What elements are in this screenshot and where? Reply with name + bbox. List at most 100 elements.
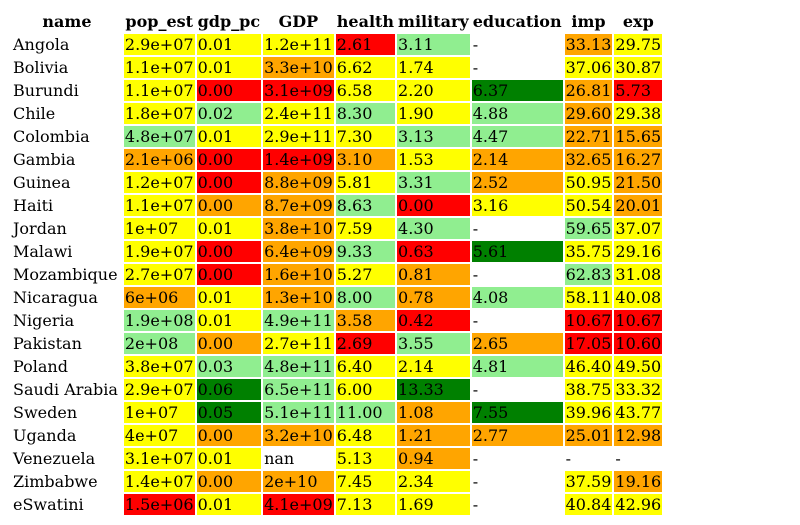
cell-gdp-pc: 0.03 <box>196 356 262 377</box>
data-table-container: name pop_est gdp_pc GDP health military educat… <box>10 9 664 517</box>
cell-military: 2.20 <box>397 80 470 101</box>
cell-health: 9.33 <box>335 241 396 262</box>
cell-military: 1.21 <box>397 425 470 446</box>
cell-health: 7.30 <box>335 126 396 147</box>
cell-gdp: 1.3e+10 <box>263 287 334 308</box>
column-header-name: name <box>42 12 92 31</box>
row-label: Angola <box>13 35 70 54</box>
cell-pop-est: 2.9e+07 <box>123 379 195 400</box>
cell-imp: 22.71 <box>564 126 613 147</box>
cell-gdp: 1.4e+09 <box>263 149 334 170</box>
cell-gdp: 2.7e+11 <box>263 333 334 354</box>
cell-gdp: 4.8e+11 <box>263 356 334 377</box>
cell-gdp-pc: 0.05 <box>196 402 262 423</box>
table-row: Bolivia 1.1e+07 0.01 3.3e+10 6.62 1.74- 37.06 3… <box>12 57 663 78</box>
cell-education: 4.81 <box>471 356 563 377</box>
cell-pop-est: 1.5e+06 <box>123 494 195 515</box>
cell-gdp-pc: 0.00 <box>196 149 262 170</box>
cell-health: 6.62 <box>335 57 396 78</box>
cell-exp: 42.96 <box>614 494 663 515</box>
cell-exp: 12.98 <box>614 425 663 446</box>
table-row: Colombia 4.8e+07 0.01 2.9e+11 7.30 3.13 4.47 22… <box>12 126 663 147</box>
cell-exp: 5.73 <box>614 80 663 101</box>
cell-health: 6.00 <box>335 379 396 400</box>
cell-health: 2.69 <box>335 333 396 354</box>
column-header-education: education <box>472 12 562 31</box>
row-label: Uganda <box>13 426 77 445</box>
cell-gdp-pc: 0.01 <box>196 126 262 147</box>
cell-pop-est: 4.8e+07 <box>123 126 195 147</box>
row-label: Venezuela <box>13 449 96 468</box>
cell-exp: 37.07 <box>614 218 663 239</box>
cell-military: 13.33 <box>397 379 470 400</box>
cell-exp: 29.16 <box>614 241 663 262</box>
cell-education: - <box>472 219 479 238</box>
cell-education: 2.65 <box>471 333 563 354</box>
table-row: Chile 1.8e+07 0.02 2.4e+11 8.30 1.90 4.88 29.60… <box>12 103 663 124</box>
table-row: Nigeria 1.9e+08 0.01 4.9e+11 3.58 0.42- 10.67 1… <box>12 310 663 331</box>
table-row: Angola 2.9e+07 0.01 1.2e+11 2.61 3.11- 33.13 29… <box>12 34 663 55</box>
cell-education: - <box>472 495 479 514</box>
table-row: Gambia 2.1e+06 0.00 1.4e+09 3.10 1.53 2.14 32.6… <box>12 149 663 170</box>
cell-health: 7.59 <box>335 218 396 239</box>
cell-health: 7.45 <box>335 471 396 492</box>
table-header: name pop_est gdp_pc GDP health military educat… <box>12 11 662 32</box>
cell-military: 0.78 <box>397 287 470 308</box>
cell-education: 7.55 <box>471 402 563 423</box>
cell-imp: - <box>565 449 571 468</box>
cell-education: - <box>472 449 479 468</box>
cell-gdp-pc: 0.01 <box>196 218 262 239</box>
row-label: Saudi Arabia <box>13 380 118 399</box>
cell-gdp: 3.1e+09 <box>263 80 334 101</box>
table-row: Malawi 1.9e+07 0.00 6.4e+09 9.33 0.63 5.61 35.7… <box>12 241 663 262</box>
cell-gdp-pc: 0.01 <box>196 57 262 78</box>
cell-pop-est: 4e+07 <box>123 425 195 446</box>
cell-military: 0.63 <box>397 241 470 262</box>
row-label: Bolivia <box>13 58 69 77</box>
cell-health: 8.00 <box>335 287 396 308</box>
table-row: Pakistan 2e+08 0.00 2.7e+11 2.69 3.55 2.65 17.0… <box>12 333 663 354</box>
cell-pop-est: 2e+08 <box>123 333 195 354</box>
cell-imp: 59.65 <box>564 218 613 239</box>
column-header-gdp-pc: gdp_pc <box>197 12 261 31</box>
cell-health: 11.00 <box>335 402 396 423</box>
cell-pop-est: 2.7e+07 <box>123 264 195 285</box>
cell-military: 1.53 <box>397 149 470 170</box>
cell-military: 0.81 <box>397 264 470 285</box>
cell-health: 5.81 <box>335 172 396 193</box>
cell-education: - <box>472 58 479 77</box>
cell-exp: - <box>615 449 621 468</box>
cell-imp: 38.75 <box>564 379 613 400</box>
table-row: Guinea 1.2e+07 0.00 8.8e+09 5.81 3.31 2.52 50.9… <box>12 172 663 193</box>
cell-pop-est: 1.9e+07 <box>123 241 195 262</box>
cell-exp: 16.27 <box>614 149 663 170</box>
cell-education: - <box>472 35 479 54</box>
cell-gdp: 3.8e+10 <box>263 218 334 239</box>
row-label: Nicaragua <box>13 288 98 307</box>
cell-gdp-pc: 0.01 <box>196 494 262 515</box>
cell-pop-est: 1.8e+07 <box>123 103 195 124</box>
cell-health: 8.30 <box>335 103 396 124</box>
column-header-health: health <box>336 12 395 31</box>
cell-gdp: 3.2e+10 <box>263 425 334 446</box>
column-header-gdp: GDP <box>278 12 319 31</box>
row-label: Mozambique <box>13 265 118 284</box>
cell-imp: 25.01 <box>564 425 613 446</box>
cell-gdp-pc: 0.01 <box>196 448 262 469</box>
cell-imp: 37.06 <box>564 57 613 78</box>
cell-gdp: 1.2e+11 <box>263 34 334 55</box>
cell-imp: 33.13 <box>564 34 613 55</box>
table-row: Mozambique 2.7e+07 0.00 1.6e+10 5.27 0.81- 62.… <box>12 264 663 285</box>
cell-military: 3.55 <box>397 333 470 354</box>
row-label: Gambia <box>13 150 76 169</box>
cell-exp: 49.50 <box>614 356 663 377</box>
cell-exp: 20.01 <box>614 195 663 216</box>
cell-pop-est: 3.1e+07 <box>123 448 195 469</box>
cell-exp: 43.77 <box>614 402 663 423</box>
cell-education: - <box>472 265 479 284</box>
cell-military: 1.69 <box>397 494 470 515</box>
cell-exp: 21.50 <box>614 172 663 193</box>
cell-education: 2.14 <box>471 149 563 170</box>
cell-education: - <box>472 472 479 491</box>
cell-gdp: 2.4e+11 <box>263 103 334 124</box>
